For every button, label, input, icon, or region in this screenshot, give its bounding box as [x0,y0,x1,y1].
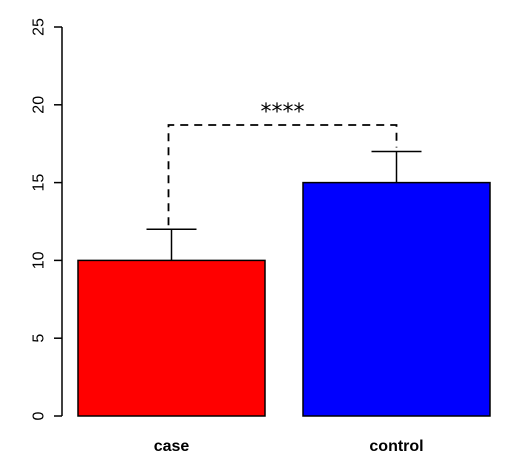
y-tick-label: 15 [31,174,48,192]
y-tick-label: 25 [31,18,48,36]
y-tick-label: 10 [31,251,48,269]
bars [77,181,491,417]
y-tick-label: 0 [31,411,48,420]
significance-label: **** [261,100,305,125]
y-axis: 0 5 10 15 20 25 [31,18,63,420]
significance-bracket [167,124,398,226]
y-tick-label: 20 [31,96,48,114]
bar-case [77,259,266,417]
x-category-label: control [369,438,423,455]
x-axis-labels: case control [154,438,424,455]
significance-annotation: **** [167,100,398,226]
x-category-label: case [154,438,190,455]
y-tick-label: 5 [31,334,48,343]
error-bars [146,150,422,261]
bar-control [302,181,491,417]
